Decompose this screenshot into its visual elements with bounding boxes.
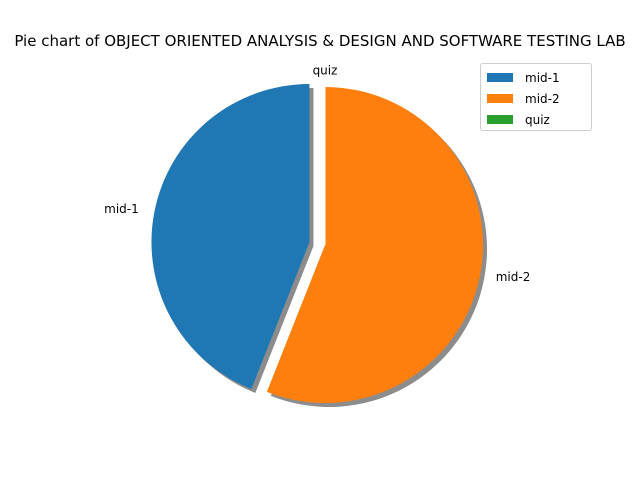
legend-label-quiz: quiz xyxy=(525,112,550,127)
slice-label-mid-2: mid-2 xyxy=(496,270,531,284)
slice-mid-1 xyxy=(151,84,310,389)
title-area: Pie chart of OBJECT ORIENTED ANALYSIS & … xyxy=(0,0,640,60)
legend-label-mid-1: mid-1 xyxy=(525,70,560,85)
legend-item-mid-1: mid-1 xyxy=(487,67,585,88)
legend-label-mid-2: mid-2 xyxy=(525,91,560,106)
slice-mid-2 xyxy=(266,87,483,403)
legend-item-quiz: quiz xyxy=(487,109,585,130)
legend-swatch-quiz xyxy=(487,115,513,124)
slice-label-mid-1: mid-1 xyxy=(104,202,139,216)
chart-title: Pie chart of OBJECT ORIENTED ANALYSIS & … xyxy=(14,32,626,50)
legend-swatch-mid-1 xyxy=(487,73,513,82)
legend: mid-1 mid-2 quiz xyxy=(480,63,592,131)
slice-label-quiz: quiz xyxy=(313,64,338,78)
legend-swatch-mid-2 xyxy=(487,94,513,103)
slices-layer xyxy=(151,84,483,403)
legend-item-mid-2: mid-2 xyxy=(487,88,585,109)
labels-layer: mid-1 mid-2 quiz xyxy=(104,64,530,284)
